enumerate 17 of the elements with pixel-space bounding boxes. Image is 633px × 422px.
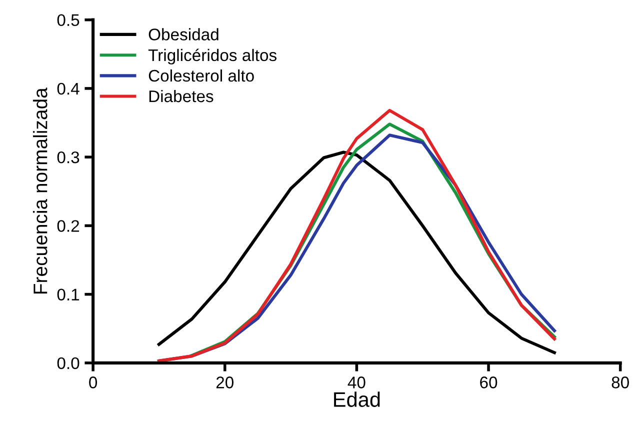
x-tick-label: 60 bbox=[480, 376, 498, 388]
legend-label: Triglicéridos altos bbox=[148, 48, 276, 64]
y-tick-label: 0.1 bbox=[57, 288, 80, 301]
y-tick-label: 0.4 bbox=[57, 82, 80, 95]
legend-label: Colesterol alto bbox=[148, 69, 254, 82]
y-axis-title: Frecuencia normalizada bbox=[33, 88, 48, 294]
x-tick-label: 20 bbox=[216, 376, 234, 388]
y-tick-label: 0.2 bbox=[57, 220, 80, 232]
x-axis-title: Edad bbox=[334, 392, 380, 407]
y-tick-label: 0.3 bbox=[57, 151, 80, 164]
x-tick-label: 40 bbox=[348, 376, 366, 388]
x-tick-label: 0 bbox=[89, 376, 98, 388]
legend-label: Obesidad bbox=[148, 28, 218, 40]
y-tick-label: 0.5 bbox=[57, 14, 80, 26]
legend-label: Diabetes bbox=[149, 90, 214, 102]
x-tick-label: 80 bbox=[612, 376, 629, 388]
y-tick-label: 0.0 bbox=[57, 357, 80, 370]
